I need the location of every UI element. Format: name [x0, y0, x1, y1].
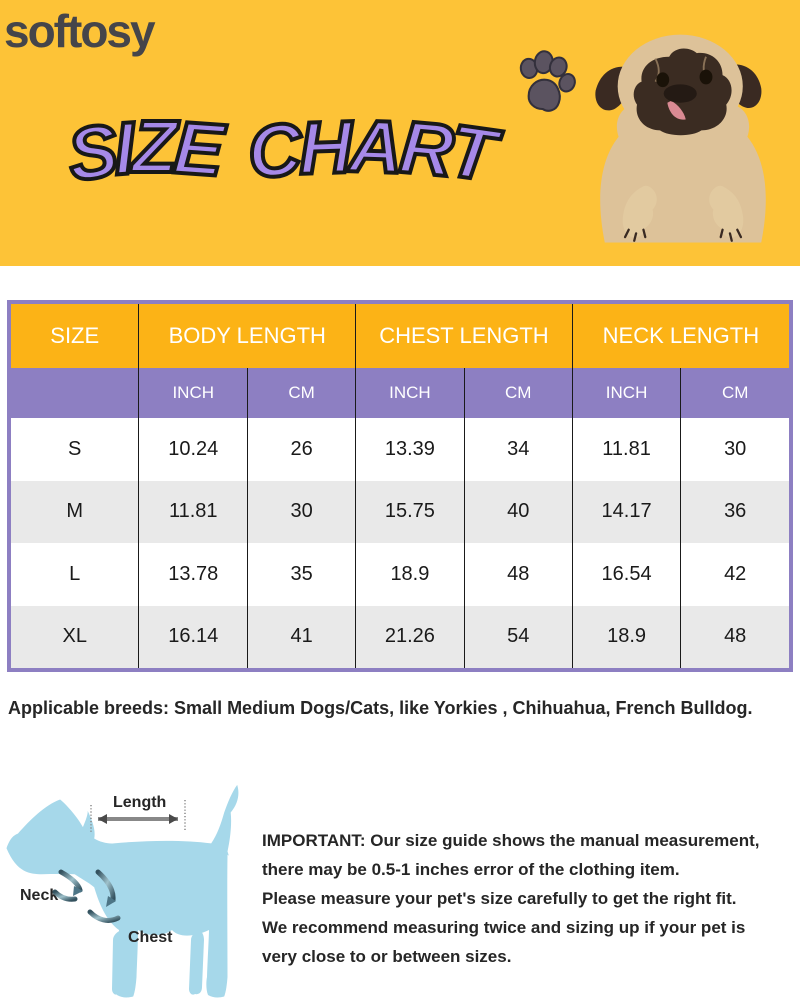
- svg-text:Neck: Neck: [20, 887, 58, 904]
- svg-text:Length: Length: [113, 794, 166, 811]
- svg-text:Chest: Chest: [128, 929, 173, 946]
